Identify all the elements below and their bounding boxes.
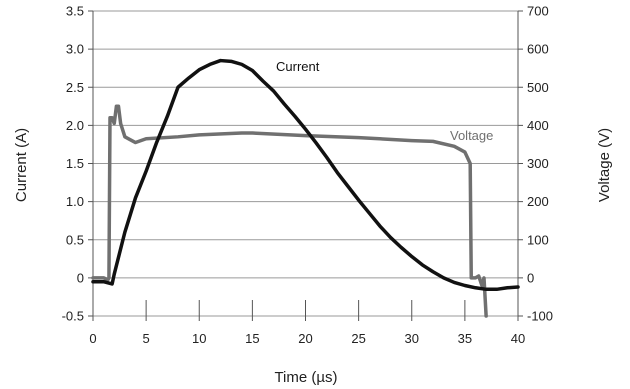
y-left-tick-label: 2.5 xyxy=(66,80,84,95)
x-tick-label: 40 xyxy=(511,331,525,346)
series-label-current: Current xyxy=(276,59,320,74)
x-tick-label: 15 xyxy=(245,331,259,346)
y-left-tick-label: 0.5 xyxy=(66,232,84,247)
y-left-tick-label: 1.5 xyxy=(66,156,84,171)
y-right-tick-label: 700 xyxy=(527,4,549,19)
y-left-tick-label: 3.5 xyxy=(66,4,84,19)
x-axis-title: Time (µs) xyxy=(274,369,337,386)
x-tick-label: 10 xyxy=(192,331,206,346)
axes xyxy=(88,10,523,321)
x-tick-label: 30 xyxy=(405,331,419,346)
y-left-tick-label: 1.0 xyxy=(66,194,84,209)
x-tick-label: 25 xyxy=(351,331,365,346)
x-tick-label: 0 xyxy=(89,331,96,346)
y-left-tick-label: -0.5 xyxy=(62,309,84,324)
y-right-tick-label: 600 xyxy=(527,42,549,57)
y-right-tick-label: 500 xyxy=(527,80,549,95)
series-label-voltage: Voltage xyxy=(450,128,493,143)
y-left-tick-label: 3.0 xyxy=(66,42,84,57)
series-line-current xyxy=(91,58,520,292)
y-right-tick-label: 0 xyxy=(527,270,534,285)
y-left-tick-label: 2.0 xyxy=(66,118,84,133)
series-line-voltage xyxy=(91,104,488,318)
gridlines xyxy=(93,10,518,317)
y-left-tick-label: 0 xyxy=(77,270,84,285)
y-right-tick-label: 100 xyxy=(527,232,549,247)
x-tick-label: 20 xyxy=(298,331,312,346)
x-tick-label: 5 xyxy=(143,331,150,346)
y-right-tick-label: -100 xyxy=(527,309,553,324)
y-right-tick-label: 400 xyxy=(527,118,549,133)
x-tick-label: 35 xyxy=(458,331,472,346)
y-axis-left-title: Current (A) xyxy=(13,128,30,202)
y-right-tick-label: 300 xyxy=(527,156,549,171)
y-right-tick-label: 200 xyxy=(527,194,549,209)
series-lines xyxy=(91,58,520,318)
y-axis-right-title: Voltage (V) xyxy=(596,128,613,202)
